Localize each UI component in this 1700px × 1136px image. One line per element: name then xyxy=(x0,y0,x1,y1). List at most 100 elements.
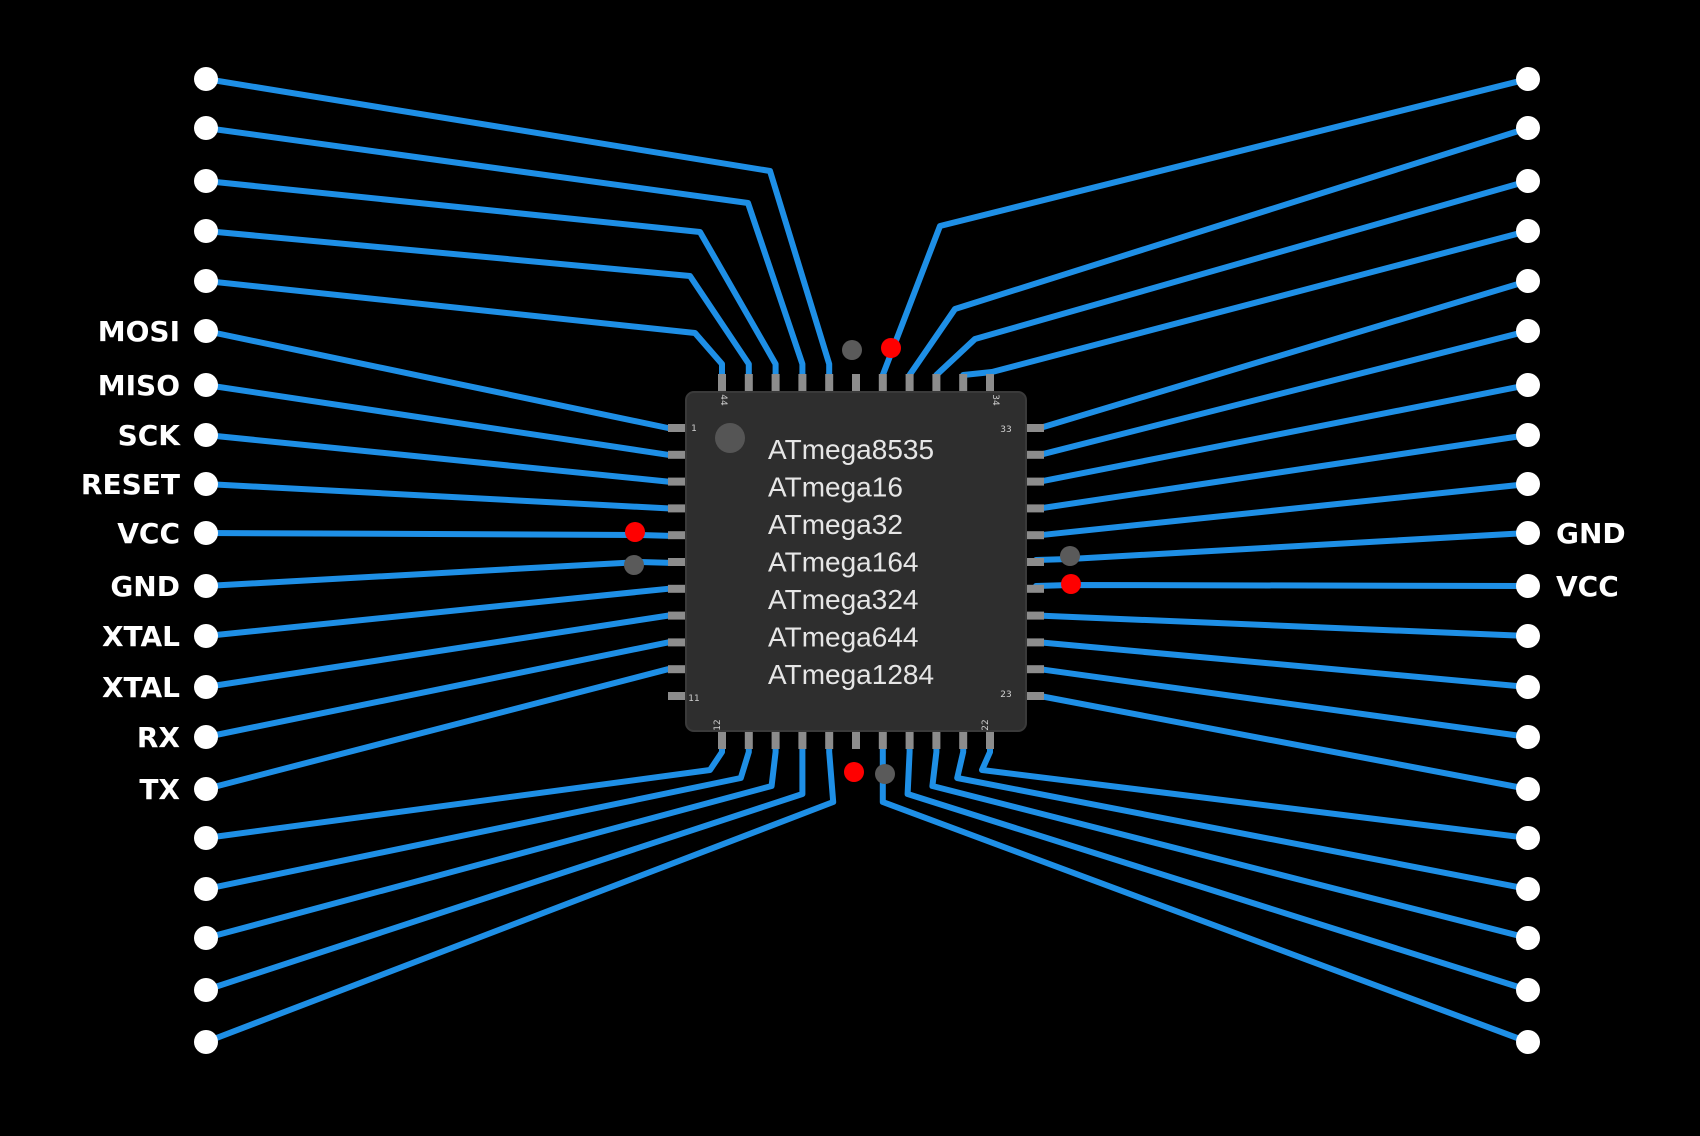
left-pad-8[interactable] xyxy=(194,423,218,447)
chip-pin-top-2 xyxy=(744,374,753,394)
chip-pin-right-10 xyxy=(1024,665,1044,674)
right-label-gnd: GND xyxy=(1556,517,1626,550)
pin-number-right-top: 33 xyxy=(1000,425,1011,435)
part-name-atmega164: ATmega164 xyxy=(768,547,918,578)
right-pad-15[interactable] xyxy=(1516,777,1540,801)
left-label-mosi: MOSI xyxy=(98,315,180,348)
right-label-vcc: VCC xyxy=(1556,570,1619,603)
chip-pin-bottom-4 xyxy=(798,729,807,749)
left-label-tx: TX xyxy=(139,773,180,806)
left-pad-17[interactable] xyxy=(194,877,218,901)
chip-pin-right-8 xyxy=(1024,611,1044,620)
chip-pin-left-1 xyxy=(668,424,688,432)
right-pad-9[interactable] xyxy=(1516,472,1540,496)
right-pad-8[interactable] xyxy=(1516,423,1540,447)
wire-0 xyxy=(203,76,833,381)
right-pad-1[interactable] xyxy=(1516,67,1540,91)
left-pad-7[interactable] xyxy=(194,373,218,397)
chip-body xyxy=(685,391,1027,732)
left-pad-5[interactable] xyxy=(194,269,218,293)
vcc-marker-dot-7 xyxy=(844,762,864,782)
part-name-atmega1284: ATmega1284 xyxy=(768,659,934,690)
pin-number-top-right: 34 xyxy=(990,394,1000,406)
left-label-xtal: XTAL xyxy=(102,620,180,653)
chip-pin-left-6 xyxy=(668,558,688,566)
right-pad-11[interactable] xyxy=(1516,574,1540,598)
chip-pin-left-3 xyxy=(668,477,688,486)
chip-pin-bottom-3 xyxy=(771,729,780,749)
left-pad-15[interactable] xyxy=(194,777,218,801)
right-pad-3[interactable] xyxy=(1516,169,1540,193)
wire-22 xyxy=(933,178,1531,378)
right-pad-13[interactable] xyxy=(1516,675,1540,699)
chip-pin-top-10 xyxy=(959,374,968,394)
chip-pin-bottom-1 xyxy=(718,729,726,749)
gnd-marker-dot-2 xyxy=(842,340,862,360)
left-pad-16[interactable] xyxy=(194,826,218,850)
chip-pin-right-9 xyxy=(1024,638,1044,647)
chip-pin-top-7 xyxy=(878,374,887,394)
right-pad-10[interactable] xyxy=(1516,521,1540,545)
part-name-atmega644: ATmega644 xyxy=(768,622,918,653)
left-label-rx: RX xyxy=(137,721,181,754)
chip-pin-bottom-5 xyxy=(825,729,834,749)
chip-pin-top-3 xyxy=(771,374,780,394)
right-pad-12[interactable] xyxy=(1516,624,1540,648)
pin-number-bottom-left: 12 xyxy=(713,719,723,730)
chip-pin-left-4 xyxy=(668,504,688,513)
chip-pin-right-7 xyxy=(1024,584,1044,593)
left-pad-9[interactable] xyxy=(194,472,218,496)
chip-pin-bottom-9 xyxy=(932,729,941,749)
right-pad-7[interactable] xyxy=(1516,373,1540,397)
left-pad-1[interactable] xyxy=(194,67,218,91)
right-pad-20[interactable] xyxy=(1516,1030,1540,1054)
right-pad-4[interactable] xyxy=(1516,219,1540,243)
right-pad-16[interactable] xyxy=(1516,826,1540,850)
power-markers-group xyxy=(624,338,1081,784)
left-pad-18[interactable] xyxy=(194,926,218,950)
chip-pin-bottom-7 xyxy=(878,729,887,749)
pin-number-right-bottom: 23 xyxy=(1000,690,1011,700)
chip-pin-top-4 xyxy=(798,374,807,394)
right-pad-18[interactable] xyxy=(1516,926,1540,950)
chip-pin-right-11 xyxy=(1024,692,1044,700)
left-pad-19[interactable] xyxy=(194,978,218,1002)
right-pad-6[interactable] xyxy=(1516,319,1540,343)
chip-pin-left-2 xyxy=(668,450,688,459)
left-label-gnd: GND xyxy=(110,570,180,603)
right-pad-2[interactable] xyxy=(1516,116,1540,140)
wire-2 xyxy=(203,178,779,381)
chip-pin-right-3 xyxy=(1024,477,1044,486)
left-label-xtal: XTAL xyxy=(102,671,180,704)
chip-pin-left-8 xyxy=(668,611,688,620)
part-name-atmega324: ATmega324 xyxy=(768,584,918,615)
left-pad-6[interactable] xyxy=(194,319,218,343)
vcc-marker-dot-6 xyxy=(1061,574,1081,594)
left-pad-12[interactable] xyxy=(194,624,218,648)
right-pad-5[interactable] xyxy=(1516,269,1540,293)
left-pad-14[interactable] xyxy=(194,725,218,749)
part-name-atmega32: ATmega32 xyxy=(768,509,903,540)
chip-pin-left-5 xyxy=(668,531,688,540)
right-pad-19[interactable] xyxy=(1516,978,1540,1002)
left-pad-20[interactable] xyxy=(194,1030,218,1054)
vcc-marker-dot-3 xyxy=(625,522,645,542)
right-pad-17[interactable] xyxy=(1516,877,1540,901)
pads-group xyxy=(194,67,1540,1054)
left-pad-4[interactable] xyxy=(194,219,218,243)
left-pad-2[interactable] xyxy=(194,116,218,140)
right-pad-14[interactable] xyxy=(1516,725,1540,749)
chip-pin-top-9 xyxy=(932,374,941,394)
chip-pin-top-8 xyxy=(905,374,914,394)
left-pad-3[interactable] xyxy=(194,169,218,193)
left-pad-10[interactable] xyxy=(194,521,218,545)
chip-pin-bottom-8 xyxy=(905,729,914,749)
part-name-atmega8535: ATmega8535 xyxy=(768,434,934,465)
chip-pin-top-5 xyxy=(825,374,834,394)
left-pad-13[interactable] xyxy=(194,675,218,699)
left-pad-11[interactable] xyxy=(194,574,218,598)
left-label-vcc: VCC xyxy=(117,517,180,550)
chip-pin-left-9 xyxy=(668,638,688,647)
wire-4 xyxy=(203,278,725,381)
pin-number-left-bottom: 11 xyxy=(688,694,699,704)
